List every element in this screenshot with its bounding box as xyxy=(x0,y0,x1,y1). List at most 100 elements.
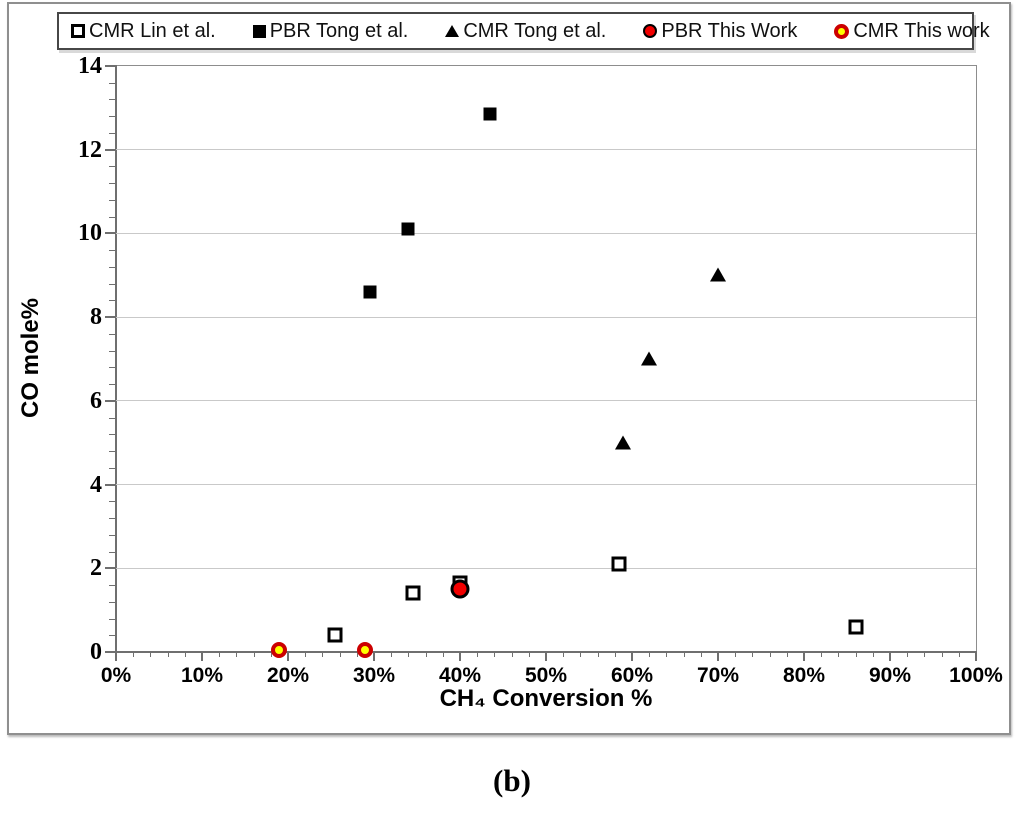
x-minor-tick xyxy=(907,652,909,657)
y-tick-label: 12 xyxy=(78,136,102,163)
y-major-tick xyxy=(105,65,115,67)
y-minor-tick xyxy=(109,333,115,335)
x-minor-tick xyxy=(391,652,393,657)
x-minor-tick xyxy=(150,652,152,657)
x-major-tick xyxy=(631,652,633,661)
point-cmr-lin-et-al xyxy=(327,627,343,643)
y-minor-tick xyxy=(109,183,115,185)
x-tick-label: 60% xyxy=(610,664,654,687)
filled-square-icon xyxy=(252,24,266,38)
x-minor-tick xyxy=(236,652,238,657)
x-minor-tick xyxy=(700,652,702,657)
x-minor-tick xyxy=(821,652,823,657)
y-major-tick xyxy=(105,483,115,486)
y-minor-tick xyxy=(109,350,115,352)
gridline-y-12 xyxy=(116,149,976,151)
y-major-tick xyxy=(105,567,115,570)
y-minor-tick xyxy=(109,601,115,603)
y-minor-tick xyxy=(109,166,115,168)
x-major-tick xyxy=(803,652,805,661)
point-pbr-tong-et-al xyxy=(401,222,415,236)
x-major-tick xyxy=(201,652,203,661)
x-major-tick xyxy=(373,652,375,661)
y-minor-tick xyxy=(109,501,115,503)
x-minor-tick xyxy=(941,652,943,657)
gridline-y-8 xyxy=(116,316,976,318)
y-major-tick xyxy=(105,399,115,402)
x-minor-tick xyxy=(580,652,582,657)
x-tick-label: 0% xyxy=(100,664,132,687)
x-major-tick xyxy=(459,652,461,661)
x-tick-label: 70% xyxy=(696,664,740,687)
x-minor-tick xyxy=(838,652,840,657)
gridline-y-6 xyxy=(116,400,976,402)
x-tick-label: 20% xyxy=(266,664,310,687)
gridline-y-2 xyxy=(116,567,976,569)
x-minor-tick xyxy=(305,652,307,657)
x-major-tick xyxy=(889,652,891,661)
x-major-tick xyxy=(545,652,547,661)
y-tick-label: 10 xyxy=(78,220,102,247)
legend-item-pbr-this-work: PBR This Work xyxy=(643,20,797,43)
y-minor-tick xyxy=(109,635,115,637)
x-axis-title: CH₄ Conversion % xyxy=(439,685,653,712)
y-tick-label: 8 xyxy=(90,304,102,331)
x-minor-tick xyxy=(253,652,255,657)
x-minor-tick xyxy=(270,652,272,657)
y-minor-tick xyxy=(109,199,115,201)
legend-label: PBR Tong et al. xyxy=(269,19,409,42)
x-minor-tick xyxy=(752,652,754,657)
y-tick-label: 6 xyxy=(90,387,102,414)
y-major-tick xyxy=(105,316,115,319)
x-major-tick xyxy=(115,652,117,661)
legend-item-cmr-lin-et-al: CMR Lin et al. xyxy=(71,20,216,43)
x-minor-tick xyxy=(425,652,427,657)
y-minor-tick xyxy=(109,585,115,587)
x-major-tick xyxy=(287,652,289,661)
x-minor-tick xyxy=(597,652,599,657)
figure-frame: CMR Lin et al. PBR Tong et al. CMR Tong et… xyxy=(7,2,1011,735)
point-cmr-this-work xyxy=(271,641,288,658)
yellow-circle-icon xyxy=(834,23,850,39)
y-minor-tick xyxy=(109,283,115,285)
y-minor-tick xyxy=(109,367,115,369)
point-cmr-tong-et-al xyxy=(710,267,726,282)
x-minor-tick xyxy=(958,652,960,657)
y-tick-label: 2 xyxy=(90,555,102,582)
x-tick-label: 40% xyxy=(438,664,482,687)
x-minor-tick xyxy=(133,652,135,657)
x-tick-label: 50% xyxy=(524,664,568,687)
x-tick-label: 90% xyxy=(868,664,912,687)
y-minor-tick xyxy=(109,534,115,536)
x-minor-tick xyxy=(408,652,410,657)
y-minor-tick xyxy=(109,518,115,520)
x-minor-tick xyxy=(666,652,668,657)
x-major-tick xyxy=(717,652,719,661)
open-square-icon xyxy=(71,24,85,38)
x-minor-tick xyxy=(649,652,651,657)
point-pbr-this-work xyxy=(450,579,470,599)
y-minor-tick xyxy=(109,266,115,268)
point-cmr-tong-et-al xyxy=(641,351,658,366)
legend-label: PBR This Work xyxy=(661,19,798,42)
y-minor-tick xyxy=(109,300,115,302)
x-minor-tick xyxy=(322,652,324,657)
y-major-tick xyxy=(105,148,115,151)
y-minor-tick xyxy=(109,551,115,553)
x-minor-tick xyxy=(511,652,513,657)
point-cmr-this-work xyxy=(357,641,374,658)
y-minor-tick xyxy=(109,467,115,469)
plot-area: 0 2 4 6 8 10 12 14 0% 10% 20% 30% 40% 50% 60% 70% 80% 90%… xyxy=(78,53,1003,687)
chart-legend: CMR Lin et al. PBR Tong et al. CMR Tong et… xyxy=(57,12,990,50)
point-cmr-tong-et-al xyxy=(615,435,632,450)
x-minor-tick xyxy=(356,652,358,657)
y-minor-tick xyxy=(109,618,115,620)
x-minor-tick xyxy=(494,652,496,657)
y-minor-tick xyxy=(109,451,115,453)
y-minor-tick xyxy=(109,99,115,101)
x-tick-label: 30% xyxy=(352,664,396,687)
x-minor-tick xyxy=(769,652,771,657)
y-minor-tick xyxy=(109,82,115,84)
x-tick-label: 80% xyxy=(782,664,826,687)
x-minor-tick xyxy=(855,652,857,657)
